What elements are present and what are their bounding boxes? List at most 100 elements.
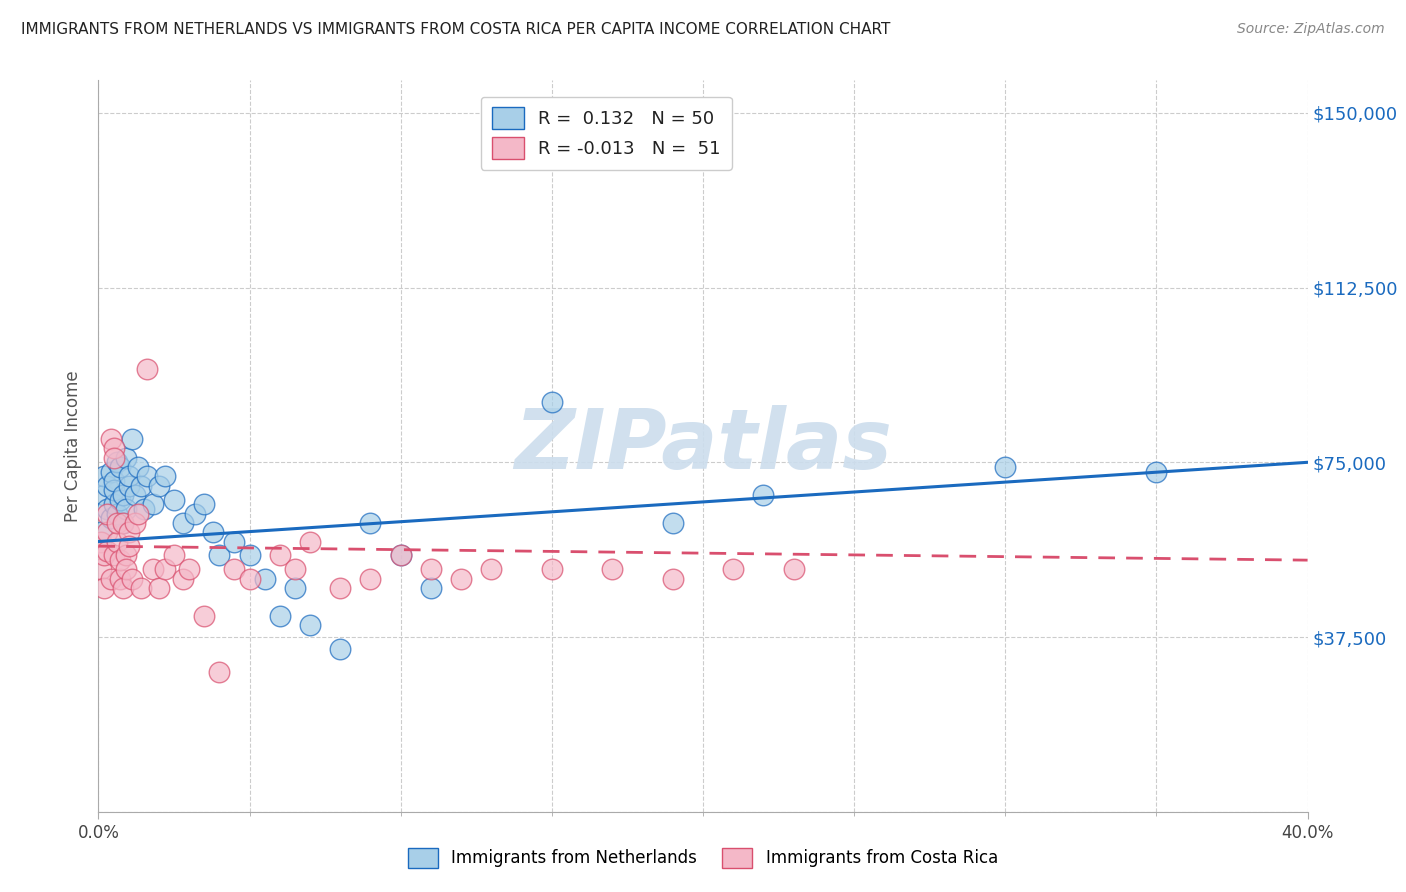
- Point: [124, 516, 146, 530]
- Point: [661, 516, 683, 530]
- Point: [105, 507, 128, 521]
- Point: [193, 497, 215, 511]
- Point: [118, 539, 141, 553]
- Text: IMMIGRANTS FROM NETHERLANDS VS IMMIGRANTS FROM COSTA RICA PER CAPITA INCOME CORR: IMMIGRANTS FROM NETHERLANDS VS IMMIGRANT…: [21, 22, 890, 37]
- Point: [723, 562, 745, 576]
- Point: [111, 516, 134, 530]
- Point: [752, 488, 775, 502]
- Point: [142, 497, 165, 511]
- Point: [360, 516, 382, 530]
- Point: [127, 460, 149, 475]
- Point: [1144, 465, 1167, 479]
- Point: [284, 562, 307, 576]
- Point: [96, 525, 118, 540]
- Legend: R =  0.132   N = 50, R = -0.013   N =  51: R = 0.132 N = 50, R = -0.013 N = 51: [481, 96, 731, 169]
- Point: [994, 460, 1017, 475]
- Point: [127, 507, 149, 521]
- Point: [661, 572, 683, 586]
- Point: [96, 507, 118, 521]
- Point: [163, 549, 186, 563]
- Point: [208, 665, 231, 679]
- Point: [118, 478, 141, 492]
- Point: [153, 469, 176, 483]
- Point: [114, 562, 136, 576]
- Point: [783, 562, 806, 576]
- Point: [121, 572, 143, 586]
- Point: [93, 488, 115, 502]
- Point: [121, 432, 143, 446]
- Point: [129, 581, 152, 595]
- Point: [284, 581, 307, 595]
- Point: [239, 549, 262, 563]
- Point: [148, 581, 170, 595]
- Point: [90, 562, 112, 576]
- Point: [540, 562, 562, 576]
- Point: [142, 562, 165, 576]
- Point: [208, 549, 231, 563]
- Point: [239, 572, 262, 586]
- Point: [602, 562, 624, 576]
- Point: [202, 525, 225, 540]
- Point: [100, 432, 122, 446]
- Point: [100, 511, 122, 525]
- Point: [90, 534, 112, 549]
- Point: [108, 492, 131, 507]
- Point: [389, 549, 412, 563]
- Point: [172, 516, 194, 530]
- Point: [105, 534, 128, 549]
- Point: [172, 572, 194, 586]
- Point: [111, 581, 134, 595]
- Point: [114, 502, 136, 516]
- Point: [93, 469, 115, 483]
- Point: [108, 572, 131, 586]
- Point: [108, 553, 131, 567]
- Text: ZIPatlas: ZIPatlas: [515, 406, 891, 486]
- Point: [163, 492, 186, 507]
- Point: [299, 618, 322, 632]
- Point: [124, 488, 146, 502]
- Point: [184, 507, 207, 521]
- Point: [540, 394, 562, 409]
- Point: [111, 516, 134, 530]
- Point: [329, 581, 352, 595]
- Point: [118, 469, 141, 483]
- Point: [135, 362, 157, 376]
- Point: [105, 455, 128, 469]
- Point: [132, 502, 155, 516]
- Point: [420, 562, 443, 576]
- Point: [111, 488, 134, 502]
- Point: [114, 549, 136, 563]
- Point: [179, 562, 201, 576]
- Point: [129, 478, 152, 492]
- Point: [329, 641, 352, 656]
- Point: [90, 525, 112, 540]
- Point: [193, 609, 215, 624]
- Point: [481, 562, 503, 576]
- Point: [269, 549, 291, 563]
- Point: [224, 562, 246, 576]
- Point: [103, 450, 125, 465]
- Point: [93, 581, 115, 595]
- Point: [224, 534, 246, 549]
- Point: [253, 572, 276, 586]
- Point: [103, 497, 125, 511]
- Point: [299, 534, 322, 549]
- Y-axis label: Per Capita Income: Per Capita Income: [65, 370, 83, 522]
- Point: [103, 549, 125, 563]
- Text: Source: ZipAtlas.com: Source: ZipAtlas.com: [1237, 22, 1385, 37]
- Legend: Immigrants from Netherlands, Immigrants from Costa Rica: Immigrants from Netherlands, Immigrants …: [402, 841, 1004, 875]
- Point: [420, 581, 443, 595]
- Point: [100, 465, 122, 479]
- Point: [96, 502, 118, 516]
- Point: [153, 562, 176, 576]
- Point: [118, 525, 141, 540]
- Point: [96, 478, 118, 492]
- Point: [103, 474, 125, 488]
- Point: [96, 544, 118, 558]
- Point: [100, 572, 122, 586]
- Point: [148, 478, 170, 492]
- Point: [93, 549, 115, 563]
- Point: [135, 469, 157, 483]
- Point: [269, 609, 291, 624]
- Point: [450, 572, 472, 586]
